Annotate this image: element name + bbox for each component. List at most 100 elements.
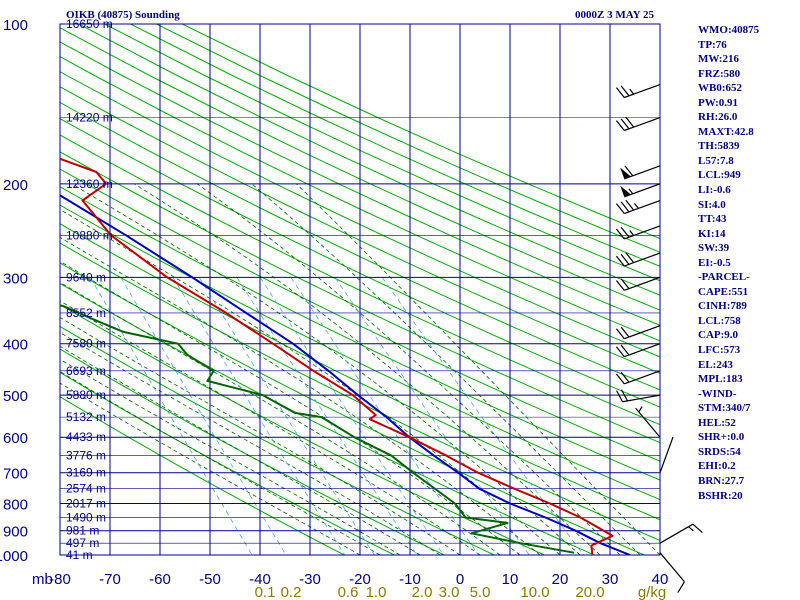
wind-barb-feather [615,280,625,291]
mixing-ratio-label: 10.0 [520,584,549,600]
wind-barb-feather [615,120,625,131]
wind-barb-feather [615,87,625,98]
sounding-index-item: EI:-0.5 [698,256,731,269]
wind-barb-feather [620,85,630,97]
wind-barb-half-feather [638,406,643,413]
temperature-tick-label: -30 [299,571,321,588]
sounding-index-item: EHI:0.2 [698,460,736,473]
height-label: 8552 m [66,306,106,320]
height-label: 9640 m [66,270,106,284]
pressure-temperature-grid [59,23,661,556]
sounding-index-item: STM:340/7 [698,402,751,415]
sounding-index-item: -PARCEL- [698,271,750,284]
pressure-unit-label: mb [32,571,53,588]
wind-barb-staff [622,394,661,403]
sounding-index-item: HEL:52 [698,416,736,429]
pressure-axis: 100 200 300 400 500 600 700 800 900 1000 [0,17,28,565]
pressure-tick-label: 1000 [0,548,28,565]
dewpoint-profile-line [60,304,575,554]
wind-barb-feather [620,226,630,238]
pressure-tick-label: 800 [3,497,28,514]
wind-barb-feather [620,371,630,383]
wind-barb-staff [624,252,661,267]
height-label: 2574 m [66,482,106,496]
wind-barb-feather [624,165,634,177]
temperature-tick-label: -50 [199,571,221,588]
wind-barb-feather [620,326,630,338]
height-label: 2017 m [66,497,106,511]
wind-barb-staff [624,370,661,385]
sounding-index-item: KI:14 [698,227,726,240]
wind-barb-staff [624,225,661,240]
wind-barb-staff [659,523,694,544]
wind-barb-feather [615,373,625,385]
parcel-path-line [60,194,631,555]
sounding-index-item: BRN:27.7 [698,474,745,487]
wind-barb-feather [620,201,630,213]
temperature-tick-label: -60 [149,571,171,588]
sounding-index-item: LCL:949 [698,169,741,182]
height-label: 12360 m [66,177,113,191]
wind-barb-staff [624,325,661,340]
height-label: 14220 m [66,111,113,125]
sounding-index-item: CINH:789 [698,300,747,313]
wind-barb-staff [624,343,661,358]
wind-barb-staff [659,436,674,473]
wind-barb-feather [625,252,635,264]
height-label: 5880 m [66,388,106,402]
height-label: 3169 m [66,466,106,480]
sounding-index-item: RH:26.0 [698,111,738,124]
wind-barb-feather [620,118,630,130]
wind-barb-feather [615,228,625,240]
wind-barb-feather [625,199,635,211]
sounding-index-item: PW:0.91 [698,96,739,109]
wind-barb-feather [620,389,629,402]
wind-barb-feather [615,328,625,340]
wind-barb [615,325,661,340]
sounding-index-item: CAP:9.0 [698,329,739,342]
mixing-ratio-label: 1.0 [366,584,387,600]
sounding-index-item: FRZ:580 [698,67,741,80]
wind-barb [615,199,661,215]
sounding-index-item: BSHR:20 [698,489,743,502]
moist-adiabat-line [60,208,561,555]
wind-barb [620,183,661,198]
wind-barb-feather [625,116,635,128]
sounding-index-item: CAPE:551 [698,285,749,298]
sounding-indices-list: WMO:40875 TP:76 MW:216 FRZ:580 WB0:652 PW:0.9… [698,24,798,504]
sounding-index-item: EL:243 [698,358,733,371]
temperature-tick-label: -80 [49,571,71,588]
mixing-ratio-label: 20.0 [575,584,604,600]
mixing-ratio-label: g/kg [638,584,666,600]
wind-barb-feather [615,346,625,358]
wind-barb-half-feather [688,526,694,532]
wind-barb-staff [635,407,661,438]
wind-barb-staff [659,552,685,583]
sounding-index-item: L57:7.8 [698,154,734,167]
wind-barb-half-feather [629,88,635,95]
height-label: 3776 m [66,449,106,463]
temperature-tick-label: 0 [456,571,464,588]
pressure-tick-label: 500 [3,388,28,405]
height-label: 41 m [66,548,93,562]
wind-barb [620,165,661,180]
wind-barb-staff [624,199,661,215]
wind-barb-feather [616,390,624,403]
wind-barbs [615,83,703,593]
wind-barb-feather [620,278,630,290]
sounding-profiles [60,157,631,555]
height-label: 16650 m [66,17,113,31]
moist-adiabat-line [60,345,421,555]
wind-barb-half-feather [628,188,634,195]
height-label: 981 m [66,524,99,538]
height-label: 6693 m [66,364,106,378]
mixing-ratio-label: 0.1 [255,584,276,600]
wind-barb [615,83,661,99]
wind-barb-staff [624,165,661,180]
wind-barb-feather [615,255,625,267]
wind-barb-staff [624,116,661,132]
moist-adiabat-line [60,358,401,555]
mixing-ratio-label: 0.2 [281,584,302,600]
